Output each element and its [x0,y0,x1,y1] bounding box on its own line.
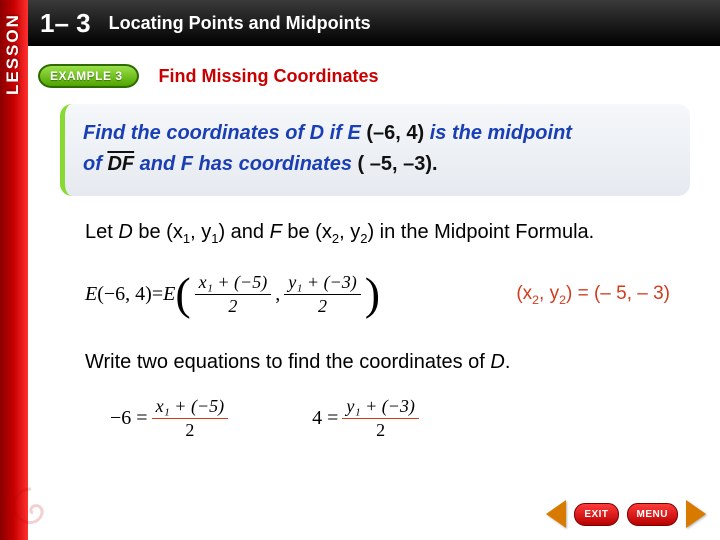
work-line-1: Let D be (x1, y1) and F be (x2, y2) in t… [85,218,690,248]
numerator: y₁ + (−3) [284,272,361,295]
next-arrow-icon[interactable] [686,500,706,528]
var-d: D [310,122,324,144]
example-row: EXAMPLE 3 Find Missing Coordinates [28,56,720,96]
example-tab: EXAMPLE 3 [38,64,139,88]
decorative-swirl-icon [6,484,56,534]
problem-text: has coordinates [193,153,358,175]
text: Write two equations to find the coordina… [85,351,490,373]
example-title: Find Missing Coordinates [159,66,379,87]
equals: = [152,283,163,306]
two-equations: −6 = x₁ + (−5) 2 4 = y₁ + (−3) 2 [110,396,423,441]
text: . [505,351,511,373]
prev-arrow-icon[interactable] [546,500,566,528]
lesson-number: 1– 3 [40,8,91,39]
equation-y: 4 = y₁ + (−3) 2 [312,396,423,441]
header-bar: 1– 3 Locating Points and Midpoints [28,0,720,46]
sub: 2 [332,231,339,246]
text: be (x [282,221,332,243]
work-line-3: Write two equations to find the coordina… [85,348,690,376]
paren-close-icon: ) [365,276,380,313]
nav-buttons: EXIT MENU [546,500,706,528]
fraction-1: x₁ + (−5) 2 [195,272,272,317]
comma: , [275,283,280,306]
equation-x: −6 = x₁ + (−5) 2 [110,396,232,441]
text: ) in the Midpoint Formula. [367,221,594,243]
sub: 2 [532,292,539,306]
lhs: −6 = [110,407,148,430]
paren-open-icon: ( [175,276,190,313]
midpoint-equation: E (−6, 4) = E ( x₁ + (−5) 2 , y₁ + (−3) … [85,272,690,317]
f-coords: ( –5, –3). [358,153,438,175]
problem-text: Find the coordinates of [83,122,310,144]
sub: 2 [559,292,566,306]
numerator: x₁ + (−5) [195,272,272,295]
var-f: F [270,221,282,243]
fraction: y₁ + (−3) 2 [342,396,419,441]
lhs: 4 = [312,407,338,430]
lesson-label: LESSON [3,13,23,95]
text: , y [190,221,211,243]
e-coords: (−6, 4) [97,283,152,306]
var-e: E [163,283,175,306]
text: Let [85,221,118,243]
problem-text: and [134,153,181,175]
text: ) and [218,221,269,243]
fraction-2: y₁ + (−3) 2 [284,272,361,317]
text: , y [539,283,559,304]
var-d: D [118,221,132,243]
denominator: 2 [376,419,385,441]
exit-button[interactable]: EXIT [574,503,618,526]
denominator: 2 [228,295,237,317]
var-f: F [181,153,193,175]
problem-text: of [83,153,107,175]
denominator: 2 [318,295,327,317]
text: (x [516,283,532,304]
text: be (x [133,221,183,243]
numerator: y₁ + (−3) [342,396,419,419]
var-d: D [490,351,504,373]
lesson-sidebar: LESSON [0,0,28,540]
text: , y [339,221,360,243]
numerator: x₁ + (−5) [152,396,229,419]
problem-statement: Find the coordinates of D if E (–6, 4) i… [60,104,690,196]
var-e: E [347,122,360,144]
var-e: E [85,283,97,306]
menu-button[interactable]: MENU [627,503,678,526]
page-title: Locating Points and Midpoints [109,13,371,34]
text: ) = (– 5, – 3) [566,283,670,304]
problem-text: is the midpoint [424,122,572,144]
fraction: x₁ + (−5) 2 [152,396,229,441]
problem-text: if [324,122,347,144]
e-coords: (–6, 4) [361,122,424,144]
equation-main: E (−6, 4) = E ( x₁ + (−5) 2 , y₁ + (−3) … [85,272,380,317]
segment-df: DF [107,153,134,175]
sub: 1 [183,231,190,246]
substitution-note: (x2, y2) = (– 5, – 3) [516,283,670,307]
denominator: 2 [185,419,194,441]
